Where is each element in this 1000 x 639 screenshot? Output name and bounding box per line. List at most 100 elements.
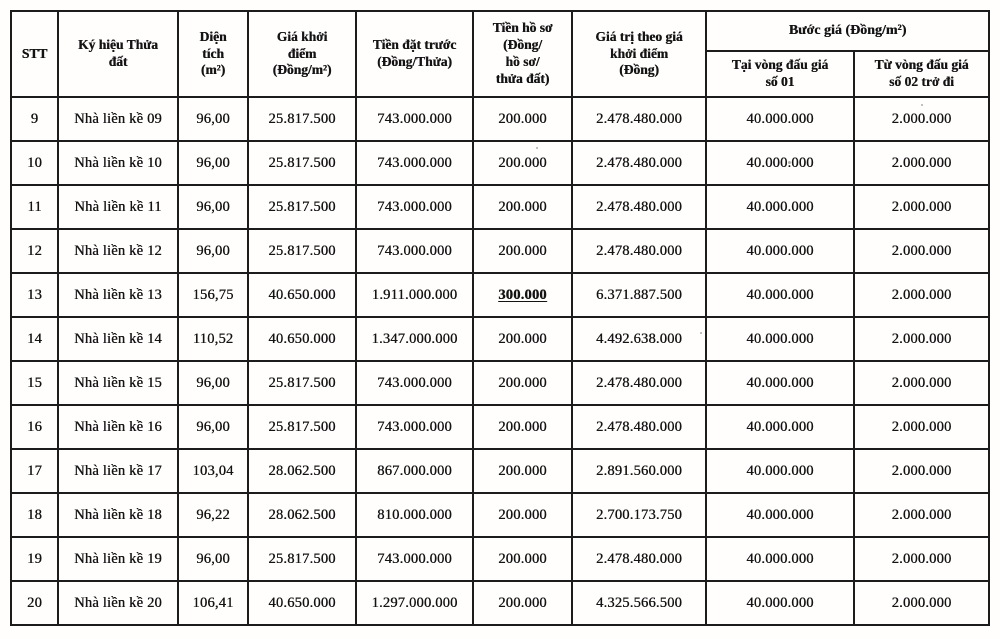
cell-parcel: Nhà liền kề 16 (57, 404, 179, 450)
cell-stt: 14 (10, 316, 59, 362)
table-row: 12 Nhà liền kề 12 96,00 25.817.500 743.0… (10, 228, 991, 274)
cell-total-value: 2.478.480.000 (571, 360, 707, 406)
table-row: 18 Nhà liền kề 18 96,22 28.062.500 810.0… (10, 492, 991, 538)
cell-start-price: 28.062.500 (247, 448, 357, 494)
header-deposit: Tiền đặt trước (Đồng/Thửa) (355, 10, 474, 98)
cell-area: 156,75 (177, 272, 249, 318)
cell-parcel: Nhà liền kề 18 (57, 492, 179, 538)
cell-step-round2: 2.000.000 (852, 228, 991, 274)
cell-fee: 200.000 (472, 228, 573, 274)
table-row: 16 Nhà liền kề 16 96,00 25.817.500 743.0… (10, 404, 991, 450)
cell-step-round2: 2.000.000 (852, 140, 991, 186)
cell-start-price: 25.817.500 (247, 360, 357, 406)
cell-step-round2: 2.000.000 (852, 448, 991, 494)
cell-total-value: 2.478.480.000 (571, 404, 707, 450)
cell-start-price: 40.650.000 (247, 272, 357, 318)
cell-parcel: Nhà liền kề 09 (57, 96, 179, 142)
cell-step-round2: 2.000.000 (852, 360, 991, 406)
cell-step-round1: 40.000.000 (705, 360, 855, 406)
cell-deposit: 743.000.000 (355, 184, 474, 230)
table-row: 9 Nhà liền kề 09 96,00 25.817.500 743.00… (10, 96, 991, 142)
cell-stt: 13 (10, 272, 59, 318)
cell-step-round2: 2.000.000 (852, 536, 991, 582)
cell-fee: 200.000 (472, 184, 573, 230)
cell-deposit: 867.000.000 (355, 448, 474, 494)
cell-start-price: 25.817.500 (247, 404, 357, 450)
cell-stt: 17 (10, 448, 59, 494)
cell-fee: 200.000 (472, 536, 573, 582)
cell-area: 96,00 (177, 96, 249, 142)
cell-parcel: Nhà liền kề 11 (57, 184, 179, 230)
cell-step-round1: 40.000.000 (705, 536, 855, 582)
cell-deposit: 743.000.000 (355, 228, 474, 274)
cell-start-price: 25.817.500 (247, 140, 357, 186)
cell-total-value: 2.700.173.750 (571, 492, 707, 538)
cell-stt: 10 (10, 140, 59, 186)
table-row: 20 Nhà liền kề 20 106,41 40.650.000 1.29… (10, 580, 991, 626)
cell-parcel: Nhà liền kề 19 (57, 536, 179, 582)
cell-fee: 200.000 (472, 580, 573, 626)
cell-step-round1: 40.000.000 (705, 184, 855, 230)
cell-parcel: Nhà liền kề 14 (57, 316, 179, 362)
header-start-price: Giá khởi điểm (Đồng/m²) (247, 10, 357, 98)
header-parcel: Ký hiệu Thửa đất (57, 10, 179, 98)
cell-deposit: 743.000.000 (355, 360, 474, 406)
cell-parcel: Nhà liền kề 15 (57, 360, 179, 406)
cell-stt: 15 (10, 360, 59, 406)
cell-step-round2: 2.000.000 (852, 96, 991, 142)
cell-deposit: 743.000.000 (355, 140, 474, 186)
header-step-round1: Tại vòng đấu giá số 01 (705, 50, 855, 98)
header-total-value: Giá trị theo giá khởi điểm (Đồng) (571, 10, 707, 98)
cell-stt: 18 (10, 492, 59, 538)
cell-fee: 200.000 (472, 316, 573, 362)
cell-area: 96,00 (177, 360, 249, 406)
cell-parcel: Nhà liền kề 10 (57, 140, 179, 186)
cell-step-round1: 40.000.000 (705, 492, 855, 538)
cell-stt: 19 (10, 536, 59, 582)
cell-start-price: 25.817.500 (247, 228, 357, 274)
cell-deposit: 1.347.000.000 (355, 316, 474, 362)
auction-price-table: STT Ký hiệu Thửa đất Diện tích (m²) Giá … (10, 10, 991, 626)
cell-step-round1: 40.000.000 (705, 96, 855, 142)
cell-deposit: 810.000.000 (355, 492, 474, 538)
cell-stt: 9 (10, 96, 59, 142)
cell-total-value: 2.478.480.000 (571, 536, 707, 582)
cell-stt: 20 (10, 580, 59, 626)
cell-parcel: Nhà liền kề 20 (57, 580, 179, 626)
scan-artifact (921, 104, 923, 106)
cell-step-round1: 40.000.000 (705, 316, 855, 362)
cell-step-round2: 2.000.000 (852, 404, 991, 450)
table-row: 11 Nhà liền kề 11 96,00 25.817.500 743.0… (10, 184, 991, 230)
scan-artifact (700, 332, 702, 334)
cell-total-value: 4.325.566.500 (571, 580, 707, 626)
cell-start-price: 40.650.000 (247, 580, 357, 626)
cell-start-price: 40.650.000 (247, 316, 357, 362)
cell-deposit: 1.297.000.000 (355, 580, 474, 626)
scan-artifact (788, 161, 791, 164)
table-header: STT Ký hiệu Thửa đất Diện tích (m²) Giá … (10, 10, 991, 98)
table-row: 10 Nhà liền kề 10 96,00 25.817.500 743.0… (10, 140, 991, 186)
cell-step-round1: 40.000.000 (705, 228, 855, 274)
cell-deposit: 743.000.000 (355, 536, 474, 582)
cell-area: 106,41 (177, 580, 249, 626)
header-area: Diện tích (m²) (177, 10, 249, 98)
table-row: 13 Nhà liền kề 13 156,75 40.650.000 1.91… (10, 272, 991, 318)
cell-fee: 200.000 (472, 492, 573, 538)
cell-total-value: 2.891.560.000 (571, 448, 707, 494)
cell-area: 96,00 (177, 536, 249, 582)
cell-parcel: Nhà liền kề 12 (57, 228, 179, 274)
table-row: 15 Nhà liền kề 15 96,00 25.817.500 743.0… (10, 360, 991, 406)
cell-step-round2: 2.000.000 (852, 492, 991, 538)
cell-step-round1: 40.000.000 (705, 404, 855, 450)
cell-fee: 300.000 (472, 272, 573, 318)
cell-parcel: Nhà liền kề 17 (57, 448, 179, 494)
cell-stt: 12 (10, 228, 59, 274)
cell-area: 103,04 (177, 448, 249, 494)
cell-step-round1: 40.000.000 (705, 580, 855, 626)
cell-total-value: 2.478.480.000 (571, 140, 707, 186)
header-step-group: Bước giá (Đồng/m²) (704, 10, 991, 52)
cell-area: 96,00 (177, 404, 249, 450)
cell-area: 96,22 (177, 492, 249, 538)
cell-area: 96,00 (177, 140, 249, 186)
